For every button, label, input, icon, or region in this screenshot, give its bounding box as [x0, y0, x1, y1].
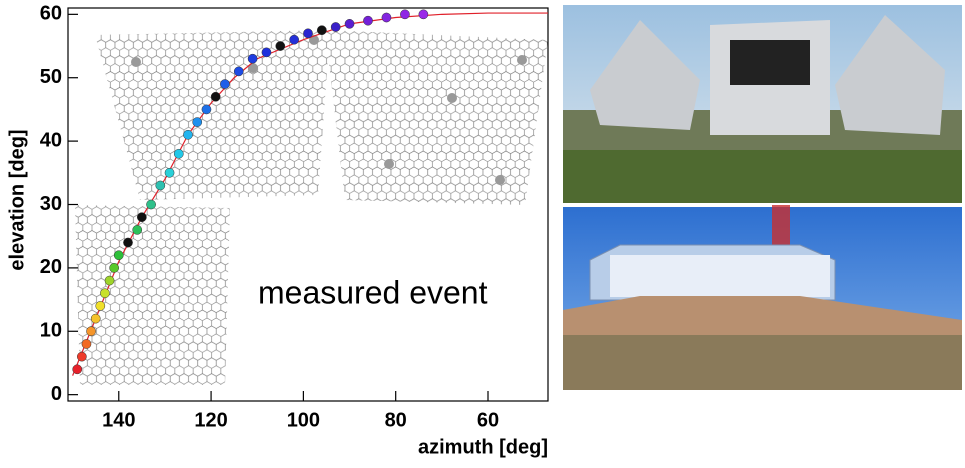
hit-pixel — [261, 47, 272, 58]
y-axis-label: elevation [deg] — [6, 129, 28, 270]
x-axis-label: azimuth [deg] — [418, 436, 548, 458]
hit-pixel — [381, 12, 392, 23]
hit-pixel — [146, 199, 156, 210]
y-tick-label: 30 — [40, 193, 62, 215]
hit-pixel — [289, 34, 300, 45]
hit-pixel — [220, 79, 230, 89]
y-tick-label: 20 — [40, 256, 62, 278]
hit-pixel — [86, 326, 96, 337]
hit-pixel — [81, 339, 92, 349]
hit-pixel — [95, 301, 106, 311]
hit-pixel — [344, 18, 355, 29]
y-tick-label: 10 — [40, 320, 62, 342]
hit-pixel — [76, 351, 87, 362]
hit-pixel — [164, 167, 175, 178]
hit-pixel — [123, 237, 133, 248]
hit-pixel — [113, 250, 124, 261]
x-tick-label: 60 — [477, 409, 499, 431]
hit-pixel — [155, 180, 166, 191]
hit-pixel — [210, 91, 221, 102]
hit-pixel — [201, 104, 212, 115]
hit-pixel — [90, 313, 101, 324]
hit-pixel — [418, 9, 429, 20]
y-tick-label: 40 — [40, 129, 62, 151]
hit-pixel — [136, 212, 147, 223]
hit-pixel — [247, 53, 258, 64]
hit-pixel — [132, 225, 143, 235]
hit-pixel — [330, 22, 341, 32]
x-tick-label: 80 — [385, 409, 407, 431]
hit-pixel — [104, 275, 115, 286]
x-tick-label: 120 — [194, 409, 227, 431]
hit-pixel — [400, 9, 410, 20]
camera-pixels — [75, 30, 548, 385]
hit-pixel — [100, 288, 110, 299]
x-tick-label: 140 — [102, 409, 135, 431]
y-tick-label: 60 — [40, 3, 62, 25]
hit-pixel — [275, 41, 286, 51]
hit-pixel — [303, 28, 313, 39]
hit-pixel — [192, 117, 203, 127]
hit-pixel — [109, 263, 120, 273]
x-tick-label: 100 — [287, 409, 320, 431]
photo-top — [563, 5, 962, 203]
hit-pixel — [183, 129, 193, 140]
hit-pixel — [173, 148, 184, 159]
y-tick-label: 0 — [51, 383, 62, 405]
photo-bottom — [563, 205, 962, 390]
hit-pixel — [363, 15, 373, 26]
annotation: measured event — [258, 274, 488, 310]
hit-pixel — [72, 364, 83, 375]
y-tick-label: 50 — [40, 66, 62, 88]
hit-pixel — [316, 25, 327, 36]
hit-pixel — [233, 66, 244, 77]
